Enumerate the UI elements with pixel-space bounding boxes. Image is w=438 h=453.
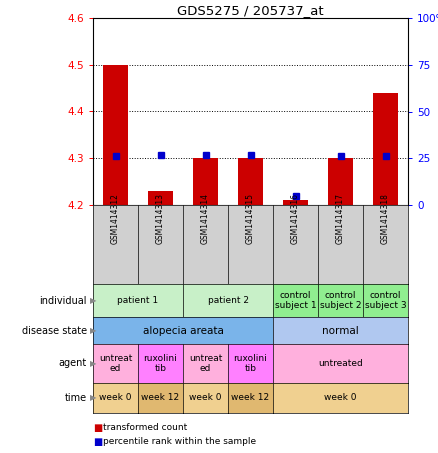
Text: ruxolini
tib: ruxolini tib: [233, 354, 267, 373]
Text: normal: normal: [322, 326, 359, 336]
Title: GDS5275 / 205737_at: GDS5275 / 205737_at: [177, 4, 324, 17]
Text: patient 1: patient 1: [117, 296, 159, 305]
Text: week 12: week 12: [231, 394, 269, 403]
Bar: [238, 158, 263, 205]
Text: individual: individual: [39, 295, 87, 305]
Text: ▶: ▶: [90, 296, 96, 305]
Text: week 12: week 12: [141, 394, 180, 403]
Text: ■: ■: [93, 423, 102, 433]
Text: disease state: disease state: [22, 326, 87, 336]
Text: GSM1414318: GSM1414318: [381, 193, 390, 245]
Text: GSM1414317: GSM1414317: [336, 193, 345, 245]
Text: transformed count: transformed count: [103, 424, 187, 433]
Text: untreat
ed: untreat ed: [99, 354, 132, 373]
Bar: [193, 158, 218, 205]
Text: week 0: week 0: [324, 394, 357, 403]
Text: GSM1414312: GSM1414312: [111, 193, 120, 245]
Text: week 0: week 0: [99, 394, 132, 403]
Text: ▶: ▶: [90, 394, 96, 403]
Bar: [328, 158, 353, 205]
Text: time: time: [65, 393, 87, 403]
Text: ruxolini
tib: ruxolini tib: [144, 354, 177, 373]
Bar: [373, 93, 398, 205]
Bar: [148, 191, 173, 205]
Text: untreated: untreated: [318, 359, 363, 368]
Text: GSM1414313: GSM1414313: [156, 193, 165, 245]
Text: control
subject 1: control subject 1: [275, 291, 316, 310]
Text: ▶: ▶: [90, 359, 96, 368]
Bar: [283, 200, 308, 205]
Text: GSM1414314: GSM1414314: [201, 193, 210, 245]
Text: patient 2: patient 2: [208, 296, 248, 305]
Bar: [103, 65, 128, 205]
Text: GSM1414315: GSM1414315: [246, 193, 255, 245]
Text: ▶: ▶: [90, 326, 96, 335]
Text: week 0: week 0: [189, 394, 222, 403]
Text: percentile rank within the sample: percentile rank within the sample: [103, 438, 256, 447]
Text: untreat
ed: untreat ed: [189, 354, 222, 373]
Text: GSM1414316: GSM1414316: [291, 193, 300, 245]
Text: control
subject 2: control subject 2: [320, 291, 361, 310]
Text: alopecia areata: alopecia areata: [142, 326, 223, 336]
Text: ■: ■: [93, 437, 102, 447]
Text: control
subject 3: control subject 3: [365, 291, 406, 310]
Text: agent: agent: [59, 358, 87, 368]
